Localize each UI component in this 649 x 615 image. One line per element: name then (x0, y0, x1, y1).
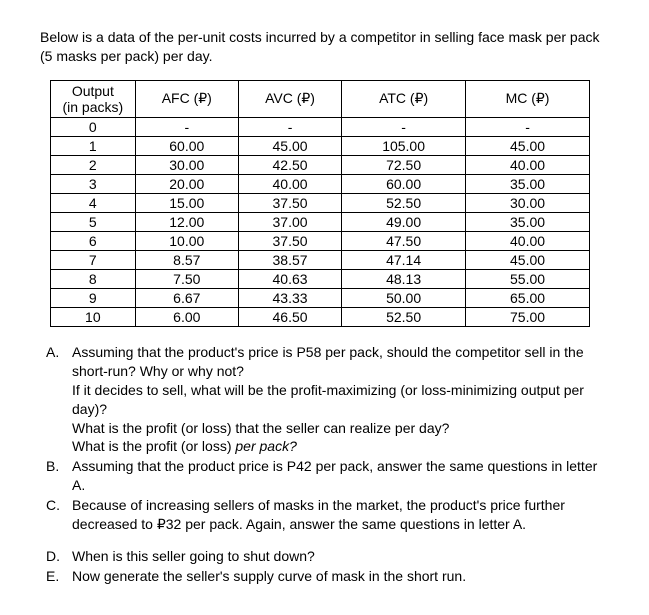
table-row: 610.0037.5047.5040.00 (51, 231, 590, 250)
cell-atc: 47.50 (342, 231, 466, 250)
question-d: D. When is this seller going to shut dow… (46, 547, 609, 566)
table-row: 96.6743.3350.0065.00 (51, 288, 590, 307)
cell-atc: 72.50 (342, 155, 466, 174)
cell-avc: 40.00 (238, 174, 341, 193)
cell-afc: 10.00 (135, 231, 238, 250)
cell-mc: 30.00 (466, 193, 590, 212)
cell-afc: 30.00 (135, 155, 238, 174)
header-mc: MC (₽) (466, 80, 590, 117)
cell-avc: 46.50 (238, 307, 341, 326)
cell-atc: 60.00 (342, 174, 466, 193)
table-header-row: Output (in packs) AFC (₽) AVC (₽) ATC (₽… (51, 80, 590, 117)
cell-atc: 52.50 (342, 307, 466, 326)
cell-out: 2 (51, 155, 136, 174)
cost-table: Output (in packs) AFC (₽) AVC (₽) ATC (₽… (50, 80, 590, 327)
question-e: E. Now generate the seller's supply curv… (46, 567, 609, 586)
cell-atc: 52.50 (342, 193, 466, 212)
questions-list: A. Assuming that the product's price is … (40, 343, 609, 586)
cell-afc: 6.00 (135, 307, 238, 326)
cell-avc: 43.33 (238, 288, 341, 307)
cell-afc: 15.00 (135, 193, 238, 212)
cell-out: 10 (51, 307, 136, 326)
question-a: A. Assuming that the product's price is … (46, 343, 609, 456)
question-letter: B. (46, 457, 72, 495)
table-row: 512.0037.0049.0035.00 (51, 212, 590, 231)
question-text: Assuming that the product price is P42 p… (72, 457, 609, 495)
question-letter: E. (46, 567, 72, 586)
cell-avc: 37.00 (238, 212, 341, 231)
cell-mc: - (466, 117, 590, 136)
table-row: 415.0037.5052.5030.00 (51, 193, 590, 212)
table-row: 106.0046.5052.5075.00 (51, 307, 590, 326)
question-text: Because of increasing sellers of masks i… (72, 496, 609, 534)
table-row: 0---- (51, 117, 590, 136)
intro-text: Below is a data of the per-unit costs in… (40, 28, 609, 66)
header-afc: AFC (₽) (135, 80, 238, 117)
cell-mc: 40.00 (466, 155, 590, 174)
question-letter: A. (46, 343, 72, 456)
question-text: Assuming that the product's price is P58… (72, 343, 609, 381)
cell-out: 1 (51, 136, 136, 155)
header-atc: ATC (₽) (342, 80, 466, 117)
question-text: Now generate the seller's supply curve o… (72, 567, 609, 586)
cell-afc: 8.57 (135, 250, 238, 269)
cell-afc: - (135, 117, 238, 136)
table-row: 160.0045.00105.0045.00 (51, 136, 590, 155)
cell-mc: 45.00 (466, 136, 590, 155)
header-output-l1: Output (72, 83, 114, 99)
cell-out: 3 (51, 174, 136, 193)
cell-out: 6 (51, 231, 136, 250)
cell-afc: 20.00 (135, 174, 238, 193)
header-avc: AVC (₽) (238, 80, 341, 117)
cell-mc: 35.00 (466, 212, 590, 231)
question-letter: D. (46, 547, 72, 566)
cell-atc: 105.00 (342, 136, 466, 155)
cell-out: 8 (51, 269, 136, 288)
question-b: B. Assuming that the product price is P4… (46, 457, 609, 495)
question-text-emph: per pack? (235, 438, 296, 454)
cell-atc: - (342, 117, 466, 136)
cell-mc: 45.00 (466, 250, 590, 269)
table-row: 87.5040.6348.1355.00 (51, 269, 590, 288)
cell-afc: 60.00 (135, 136, 238, 155)
cell-atc: 49.00 (342, 212, 466, 231)
cell-afc: 7.50 (135, 269, 238, 288)
question-c: C. Because of increasing sellers of mask… (46, 496, 609, 534)
header-output-l2: (in packs) (62, 99, 123, 115)
header-output: Output (in packs) (51, 80, 136, 117)
cell-afc: 6.67 (135, 288, 238, 307)
table-row: 320.0040.0060.0035.00 (51, 174, 590, 193)
cell-atc: 47.14 (342, 250, 466, 269)
question-text-part: What is the profit (or loss) (72, 438, 235, 454)
cell-atc: 48.13 (342, 269, 466, 288)
table-row: 230.0042.5072.5040.00 (51, 155, 590, 174)
cell-out: 4 (51, 193, 136, 212)
cell-mc: 75.00 (466, 307, 590, 326)
cell-avc: 37.50 (238, 231, 341, 250)
cell-avc: 45.00 (238, 136, 341, 155)
cell-avc: 38.57 (238, 250, 341, 269)
cell-afc: 12.00 (135, 212, 238, 231)
cell-mc: 55.00 (466, 269, 590, 288)
table-row: 78.5738.5747.1445.00 (51, 250, 590, 269)
cell-avc: 42.50 (238, 155, 341, 174)
cell-avc: - (238, 117, 341, 136)
cell-out: 0 (51, 117, 136, 136)
cell-mc: 35.00 (466, 174, 590, 193)
question-letter: C. (46, 496, 72, 534)
question-text: What is the profit (or loss) per pack? (72, 437, 609, 456)
cell-avc: 37.50 (238, 193, 341, 212)
cell-mc: 40.00 (466, 231, 590, 250)
cell-atc: 50.00 (342, 288, 466, 307)
question-text: If it decides to sell, what will be the … (72, 381, 609, 419)
cell-mc: 65.00 (466, 288, 590, 307)
cell-out: 7 (51, 250, 136, 269)
question-text: What is the profit (or loss) that the se… (72, 419, 609, 438)
cell-out: 9 (51, 288, 136, 307)
question-text: When is this seller going to shut down? (72, 547, 609, 566)
cell-out: 5 (51, 212, 136, 231)
cell-avc: 40.63 (238, 269, 341, 288)
